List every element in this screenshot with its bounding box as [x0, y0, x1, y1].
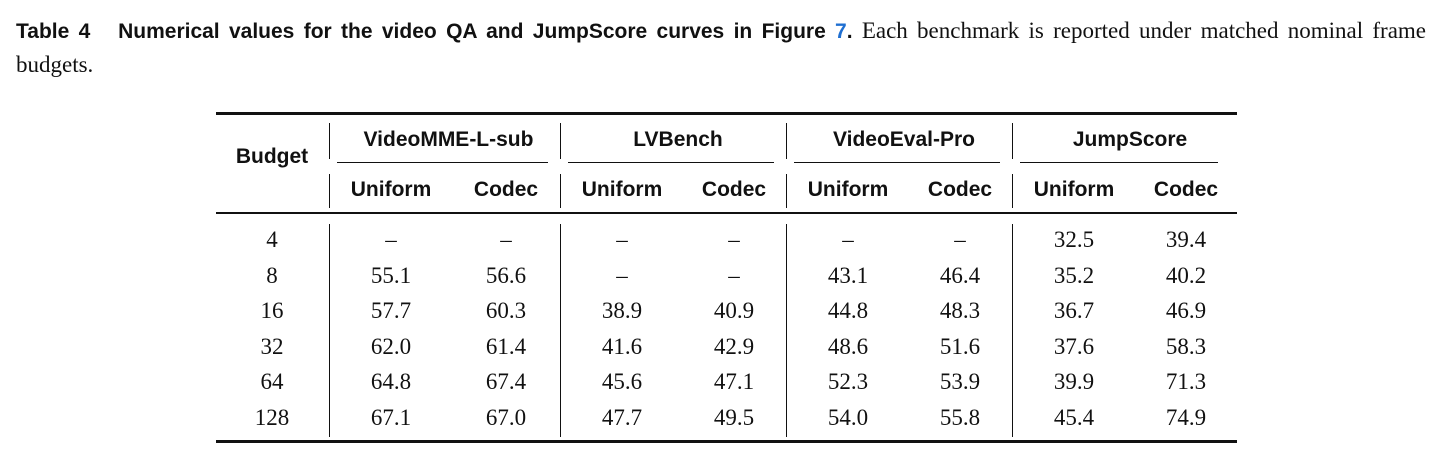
value-cell: 36.7	[1053, 298, 1095, 323]
value-cell: 44.8	[827, 298, 869, 323]
value-cell: –	[954, 227, 966, 252]
mid-rule	[216, 212, 1237, 214]
value-cell: 45.6	[601, 369, 643, 394]
caption-label: Table 4	[16, 20, 91, 43]
column-header: Uniform	[581, 178, 663, 201]
corner-header: Budget	[235, 145, 309, 168]
value-cell: 46.9	[1165, 298, 1207, 323]
value-cell: 56.6	[485, 262, 527, 288]
top-rule	[216, 112, 1237, 115]
cmidrule	[568, 162, 774, 164]
value-cell: 67.4	[485, 369, 527, 394]
value-cell: 55.8	[939, 404, 981, 430]
value-cell: 58.3	[1165, 333, 1207, 359]
vertical-rule	[1012, 123, 1014, 159]
column-header: Codec	[701, 178, 767, 201]
value-cell: –	[842, 227, 854, 252]
value-cell: 47.7	[601, 404, 643, 430]
budget-cell: 128	[254, 404, 290, 430]
value-cell: 32.5	[1053, 227, 1095, 252]
value-cell: 48.3	[939, 298, 981, 323]
vertical-rule	[560, 174, 562, 208]
value-cell: –	[616, 262, 628, 288]
vertical-rule	[560, 123, 562, 159]
value-cell: 54.0	[827, 404, 869, 430]
caption-title-end: .	[846, 20, 853, 43]
vertical-rule	[786, 224, 788, 437]
vertical-rule	[1012, 224, 1014, 437]
value-cell: 38.9	[601, 298, 643, 323]
value-cell: –	[616, 227, 628, 252]
bottom-rule	[216, 440, 1237, 443]
value-cell: 39.4	[1165, 227, 1207, 252]
group-header: VideoEval-Pro	[833, 128, 975, 151]
value-cell: 48.6	[827, 333, 869, 359]
value-cell: –	[728, 262, 740, 288]
budget-cell: 64	[260, 369, 284, 394]
caption: Table 4 Numerical values for the video Q…	[16, 14, 1426, 81]
value-cell: 53.9	[939, 369, 981, 394]
cmidrule	[794, 162, 1000, 164]
column-header: Uniform	[1033, 178, 1115, 201]
vertical-rule	[560, 224, 562, 437]
column-header: Codec	[473, 178, 539, 201]
value-cell: 49.5	[713, 404, 755, 430]
value-cell: 40.9	[713, 298, 755, 323]
value-cell: 45.4	[1053, 404, 1095, 430]
column-header: Uniform	[350, 178, 432, 201]
budget-cell: 8	[266, 262, 278, 288]
group-header: JumpScore	[1072, 128, 1188, 151]
value-cell: 55.1	[370, 262, 412, 288]
value-cell: 52.3	[827, 369, 869, 394]
value-cell: 61.4	[485, 333, 527, 359]
value-cell: 71.3	[1165, 369, 1207, 394]
value-cell: 35.2	[1053, 262, 1095, 288]
value-cell: 43.1	[827, 262, 869, 288]
group-header: LVBench	[633, 128, 723, 151]
cmidrule	[1020, 162, 1218, 164]
vertical-rule	[1012, 174, 1014, 208]
value-cell: 41.6	[601, 333, 643, 359]
figure-ref[interactable]: 7	[835, 20, 847, 43]
value-cell: –	[385, 227, 397, 252]
budget-cell: 4	[266, 227, 278, 252]
budget-cell: 32	[260, 333, 284, 359]
vertical-rule	[786, 174, 788, 208]
value-cell: –	[728, 227, 740, 252]
value-cell: 42.9	[713, 333, 755, 359]
vertical-rule	[329, 123, 331, 159]
caption-title: Numerical values for the video QA and Ju…	[118, 20, 826, 43]
value-cell: 64.8	[370, 369, 412, 394]
value-cell: 60.3	[485, 298, 527, 323]
value-cell: 57.7	[370, 298, 412, 323]
value-cell: 47.1	[713, 369, 755, 394]
caption-text: Each benchmark is reported under matched…	[16, 18, 1427, 77]
value-cell: 67.1	[370, 404, 412, 430]
vertical-rule	[786, 123, 788, 159]
budget-cell: 16	[260, 298, 284, 323]
value-cell: 46.4	[939, 262, 981, 288]
column-header: Codec	[1153, 178, 1219, 201]
value-cell: 39.9	[1053, 369, 1095, 394]
value-cell: 51.6	[939, 333, 981, 359]
value-cell: 62.0	[370, 333, 412, 359]
column-header: Codec	[927, 178, 993, 201]
group-header: VideoMME-L-sub	[363, 128, 534, 151]
value-cell: 67.0	[485, 404, 527, 430]
value-cell: –	[500, 227, 512, 252]
value-cell: 74.9	[1165, 404, 1207, 430]
column-header: Uniform	[807, 178, 889, 201]
vertical-rule	[329, 174, 331, 208]
value-cell: 37.6	[1053, 333, 1095, 359]
cmidrule	[337, 162, 548, 164]
vertical-rule	[329, 224, 331, 437]
value-cell: 40.2	[1165, 262, 1207, 288]
